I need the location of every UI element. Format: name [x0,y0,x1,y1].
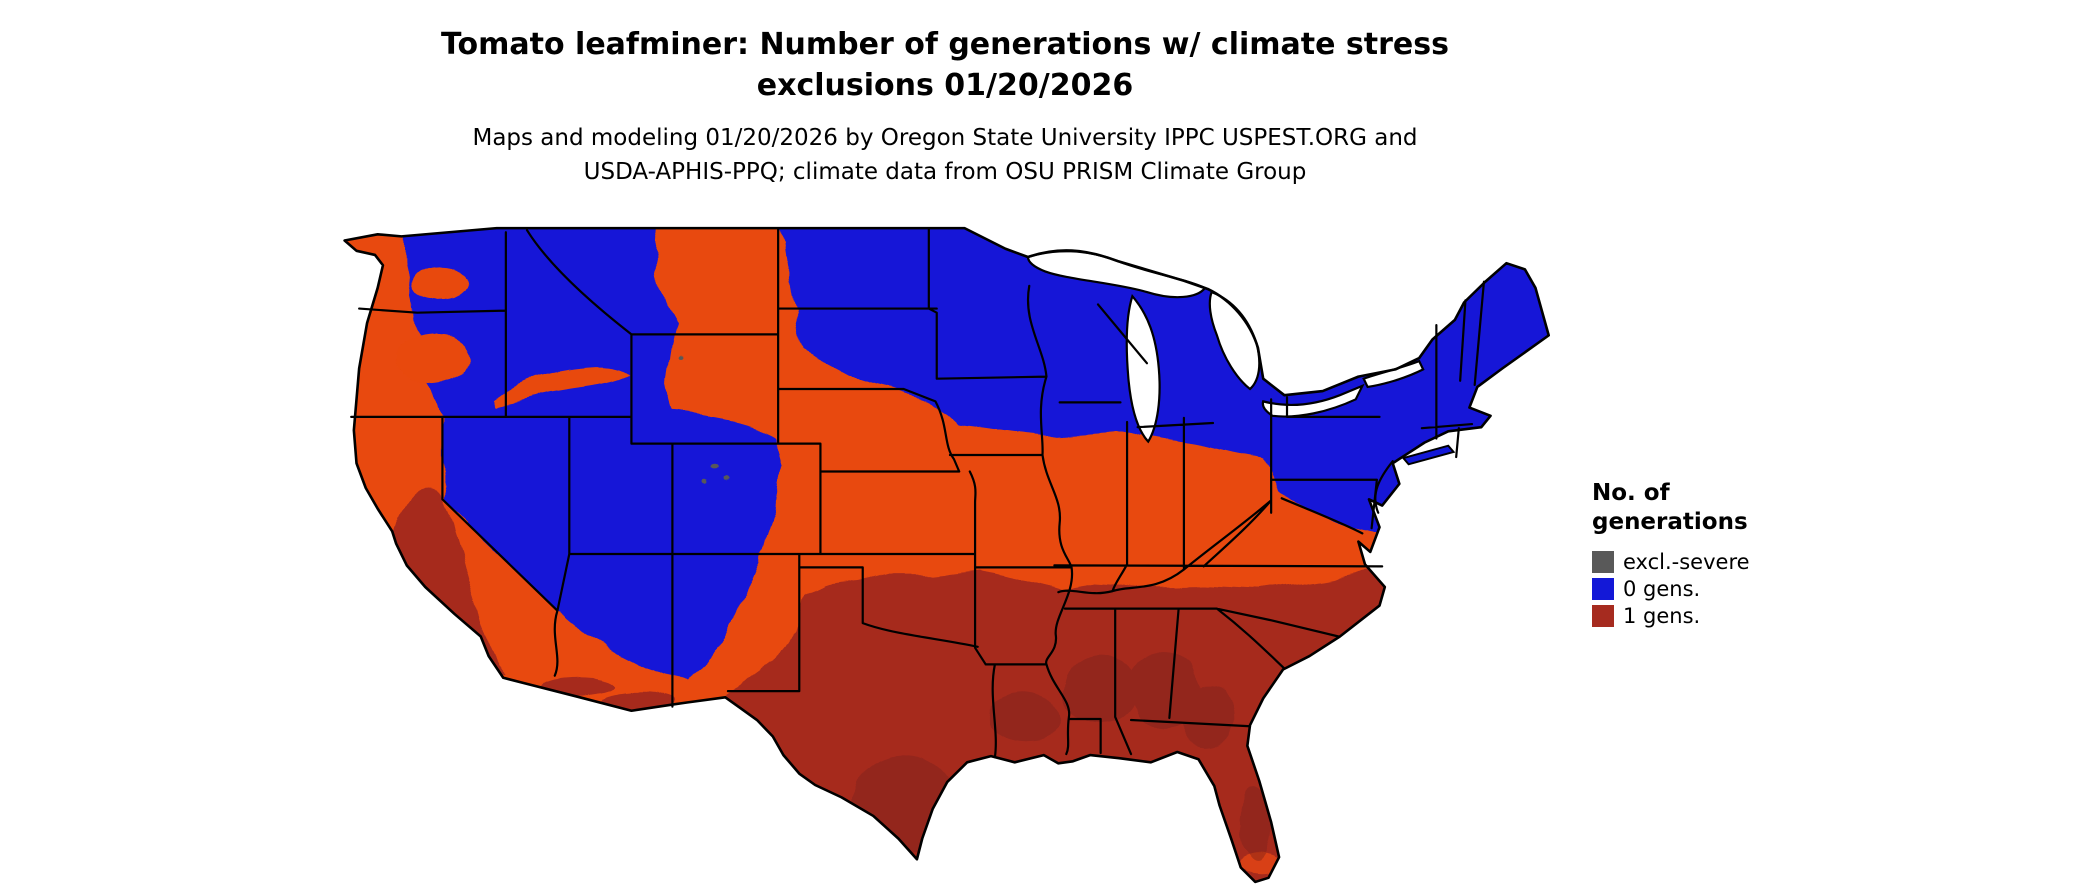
map-legend: No. of generations excl.-severe 0 gens. … [1592,479,1750,629]
state-borders [351,228,1484,757]
legend-title: No. of generations [1592,479,1750,537]
title-line1: Tomato leafminer: Number of generations … [441,27,1449,62]
legend-label-one-gen: 1 gens. [1623,603,1701,628]
figure-subtitle: Maps and modeling 01/20/2026 by Oregon S… [0,121,1890,189]
us-national-outline [345,228,1549,882]
legend-swatch-zero-gens-icon [1592,577,1614,600]
us-generations-map [338,224,1554,884]
yuma-red-patch [541,675,616,697]
legend-items: excl.-severe 0 gens. 1 gens. [1592,548,1750,629]
legend-swatch-one-gen-icon [1592,604,1614,627]
legend-item-one-gen: 1 gens. [1592,602,1750,629]
south-florida-orange-patch [1236,856,1280,875]
deep-south-maroon-mottling [853,650,1272,865]
legend-label-zero-gens: 0 gens. [1623,576,1701,601]
zero-generation-west-region [404,228,783,685]
legend-label-excl-severe: excl.-severe [1623,549,1750,574]
legend-item-zero-gens: 0 gens. [1592,575,1750,602]
legend-title-line2: generations [1592,509,1748,535]
central-oregon-orange-patch [396,333,468,383]
lake-michigan [1127,296,1160,441]
subtitle-line1: Maps and modeling 01/20/2026 by Oregon S… [472,125,1418,151]
long-island [1403,446,1453,465]
figure-title: Tomato leafminer: Number of generations … [0,24,1890,106]
california-valley-red-patch [395,489,508,676]
snake-plain-orange-patch [491,367,631,407]
subtitle-line2: USDA-APHIS-PPQ; climate data from OSU PR… [583,159,1307,185]
excl-severe-gray-specks [676,358,731,484]
title-line2: exclusions 01/20/2026 [756,68,1134,103]
legend-item-excl-severe: excl.-severe [1592,548,1750,575]
legend-title-line1: No. of [1592,480,1670,506]
legend-swatch-excl-severe-icon [1592,550,1614,573]
central-washington-orange-patch [412,266,471,302]
